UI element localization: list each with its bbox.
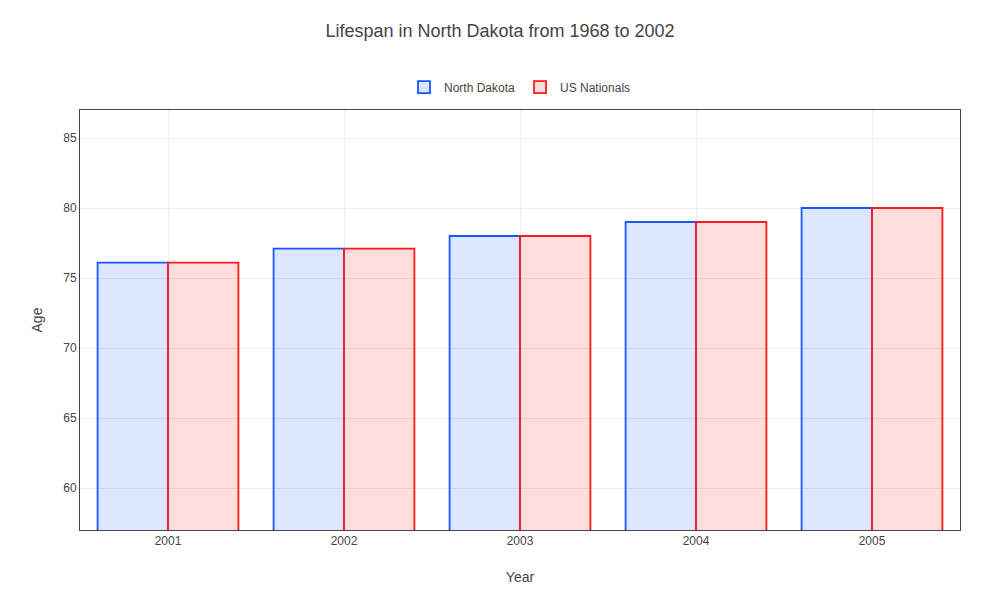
svg-text:75: 75 bbox=[63, 271, 77, 285]
svg-text:60: 60 bbox=[63, 481, 77, 495]
svg-text:North Dakota: North Dakota bbox=[444, 81, 515, 95]
svg-text:US Nationals: US Nationals bbox=[560, 81, 630, 95]
svg-text:Age: Age bbox=[29, 307, 45, 332]
svg-text:80: 80 bbox=[63, 201, 77, 215]
svg-text:2002: 2002 bbox=[331, 534, 358, 548]
svg-text:2004: 2004 bbox=[683, 534, 710, 548]
svg-text:2005: 2005 bbox=[859, 534, 886, 548]
svg-text:2001: 2001 bbox=[155, 534, 182, 548]
svg-text:Lifespan in North Dakota from: Lifespan in North Dakota from 1968 to 20… bbox=[325, 21, 674, 41]
svg-text:2003: 2003 bbox=[507, 534, 534, 548]
svg-text:Year: Year bbox=[506, 569, 535, 585]
svg-text:65: 65 bbox=[63, 411, 77, 425]
svg-text:85: 85 bbox=[63, 131, 77, 145]
svg-text:70: 70 bbox=[63, 341, 77, 355]
